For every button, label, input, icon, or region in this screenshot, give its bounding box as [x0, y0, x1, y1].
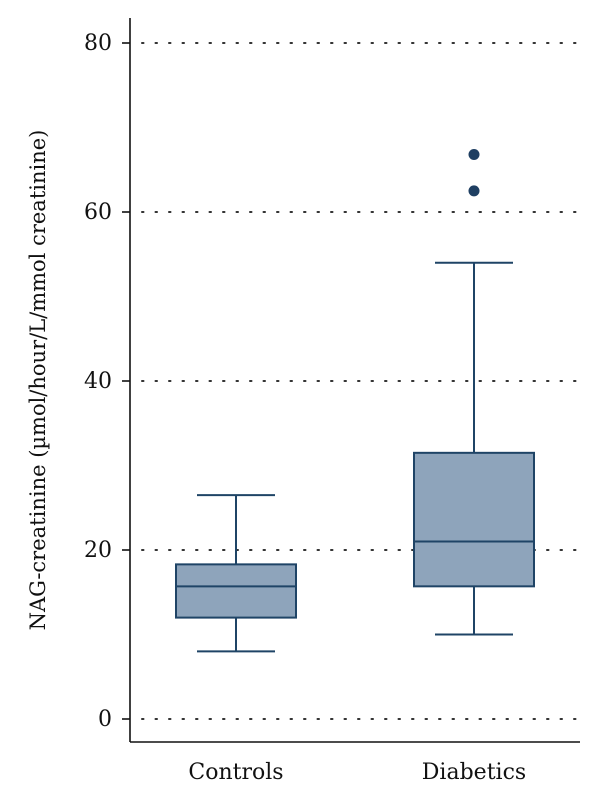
outlier-point-1: [468, 185, 480, 197]
y-tick-label-0: 0: [98, 707, 112, 732]
y-tick-label-60: 60: [84, 200, 112, 225]
iqr-box: [413, 451, 535, 588]
y-tick-label-20: 20: [84, 538, 112, 563]
box-group-controls: [175, 494, 297, 653]
x-category-label-diabetics: Diabetics: [422, 760, 526, 785]
x-category-labels: Controls Diabetics: [188, 760, 526, 785]
axes: [129, 18, 580, 743]
y-ticks: 0 20 40 60 80: [84, 31, 130, 732]
y-tick-label-40: 40: [84, 369, 112, 394]
x-category-label-controls: Controls: [188, 760, 283, 785]
outlier-point-2: [468, 149, 480, 161]
y-axis-title: NAG-creatinine (µmol/hour/L/mmol creatin…: [26, 130, 50, 631]
box-group-diabetics: [413, 149, 535, 636]
y-tick-label-80: 80: [84, 31, 112, 56]
iqr-box: [175, 563, 297, 619]
boxes: [175, 149, 535, 653]
